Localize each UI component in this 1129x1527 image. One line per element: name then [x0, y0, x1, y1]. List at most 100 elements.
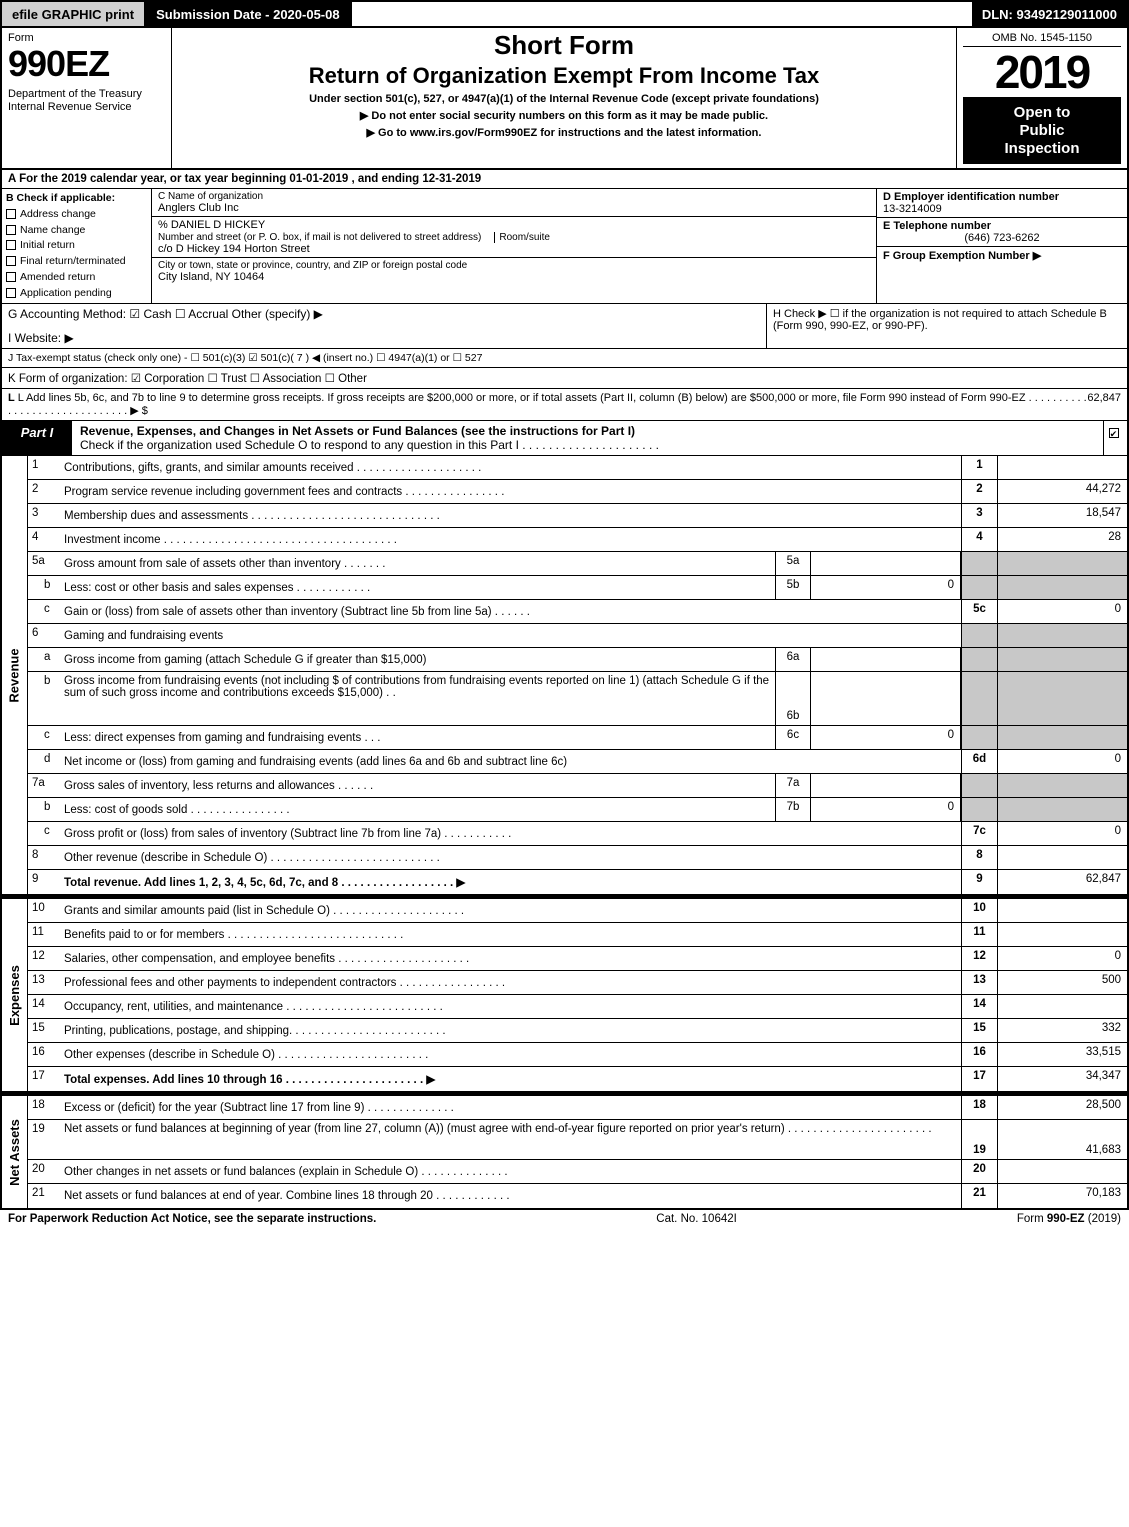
ck-address[interactable]: Address change [6, 207, 147, 223]
line-4-value: 28 [997, 528, 1127, 551]
form-code: 990EZ [8, 46, 165, 82]
omb-number: OMB No. 1545-1150 [963, 32, 1121, 47]
line-6d: d Net income or (loss) from gaming and f… [28, 750, 1127, 774]
line-6a: a Gross income from gaming (attach Sched… [28, 648, 1127, 672]
line-7b: b Less: cost of goods sold . . . . . . .… [28, 798, 1127, 822]
row-l-amount: 62,847 [1087, 392, 1121, 404]
row-l-gross-receipts: L L Add lines 5b, 6c, and 7b to line 9 t… [0, 389, 1129, 421]
line-20-value [997, 1160, 1127, 1183]
line-13: 13Professional fees and other payments t… [28, 971, 1127, 995]
ck-pending[interactable]: Application pending [6, 286, 147, 302]
tel-label: E Telephone number [883, 220, 1121, 232]
line-16-value: 33,515 [997, 1043, 1127, 1066]
ein-value: 13-3214009 [883, 203, 1121, 215]
org-name: Anglers Club Inc [158, 202, 870, 214]
line-5c: c Gain or (loss) from sale of assets oth… [28, 600, 1127, 624]
line-6c-value: 0 [811, 726, 961, 749]
line-12: 12Salaries, other compensation, and empl… [28, 947, 1127, 971]
line-6: 6 Gaming and fundraising events [28, 624, 1127, 648]
footer-cat: Cat. No. 10642I [376, 1213, 1017, 1225]
tax-period: A For the 2019 calendar year, or tax yea… [0, 170, 1129, 189]
tel-value: (646) 723-6262 [883, 232, 1121, 244]
efile-print-button[interactable]: efile GRAPHIC print [2, 2, 146, 26]
line-2: 2 Program service revenue including gove… [28, 480, 1127, 504]
part-1-tag: Part I [2, 421, 72, 455]
page-footer: For Paperwork Reduction Act Notice, see … [0, 1210, 1129, 1228]
line-5a: 5a Gross amount from sale of assets othe… [28, 552, 1127, 576]
line-11-value [997, 923, 1127, 946]
line-21: 21Net assets or fund balances at end of … [28, 1184, 1127, 1208]
line-17-value: 34,347 [997, 1067, 1127, 1091]
submission-date-button[interactable]: Submission Date - 2020-05-08 [146, 2, 352, 26]
info-grid: B Check if applicable: Address change Na… [0, 189, 1129, 304]
line-5c-value: 0 [997, 600, 1127, 623]
ck-amended[interactable]: Amended return [6, 270, 147, 286]
line-8: 8 Other revenue (describe in Schedule O)… [28, 846, 1127, 870]
dept-treasury: Department of the Treasury [8, 88, 165, 101]
return-title: Return of Organization Exempt From Incom… [180, 63, 948, 89]
line-15-value: 332 [997, 1019, 1127, 1042]
line-6a-value [811, 648, 961, 671]
topbar: efile GRAPHIC print Submission Date - 20… [0, 0, 1129, 28]
line-2-value: 44,272 [997, 480, 1127, 503]
revenue-section: Revenue 1 Contributions, gifts, grants, … [0, 456, 1129, 896]
row-j-tax-exempt: J Tax-exempt status (check only one) - ☐… [0, 349, 1129, 368]
ssn-note: ▶ Do not enter social security numbers o… [180, 109, 948, 122]
col-b-title: B Check if applicable: [6, 191, 147, 207]
line-6b: b Gross income from fundraising events (… [28, 672, 1127, 726]
row-g-accounting: G Accounting Method: ☑ Cash ☐ Accrual Ot… [2, 304, 767, 348]
line-21-value: 70,183 [997, 1184, 1127, 1208]
topbar-spacer [352, 2, 972, 26]
line-14-value [997, 995, 1127, 1018]
part-1-schedule-o-check[interactable] [1103, 421, 1127, 455]
ck-initial[interactable]: Initial return [6, 238, 147, 254]
ck-final[interactable]: Final return/terminated [6, 254, 147, 270]
open-to-public: Open to Public Inspection [963, 98, 1121, 164]
line-9-value: 62,847 [997, 870, 1127, 894]
open3: Inspection [967, 140, 1117, 158]
row-k-form-org: K Form of organization: ☑ Corporation ☐ … [0, 368, 1129, 389]
line-14: 14Occupancy, rent, utilities, and mainte… [28, 995, 1127, 1019]
street-label: Number and street (or P. O. box, if mail… [158, 232, 481, 243]
ein-label: D Employer identification number [883, 191, 1121, 203]
line-19: 19Net assets or fund balances at beginni… [28, 1120, 1127, 1160]
org-name-label: C Name of organization [158, 191, 870, 202]
row-i-website: I Website: ▶ [8, 331, 74, 345]
line-9: 9 Total revenue. Add lines 1, 2, 3, 4, 5… [28, 870, 1127, 894]
line-18-value: 28,500 [997, 1096, 1127, 1119]
line-4: 4 Investment income . . . . . . . . . . … [28, 528, 1127, 552]
tax-year: 2019 [963, 47, 1121, 98]
footer-left: For Paperwork Reduction Act Notice, see … [8, 1213, 376, 1225]
col-b-checkboxes: B Check if applicable: Address change Na… [2, 189, 152, 303]
net-assets-section: Net Assets 18Excess or (deficit) for the… [0, 1093, 1129, 1210]
care-of: % DANIEL D HICKEY [158, 219, 870, 231]
line-13-value: 500 [997, 971, 1127, 994]
line-10: 10Grants and similar amounts paid (list … [28, 899, 1127, 923]
under-section: Under section 501(c), 527, or 4947(a)(1)… [180, 93, 948, 105]
col-c-org: C Name of organization Anglers Club Inc … [152, 189, 877, 303]
line-7c: c Gross profit or (loss) from sales of i… [28, 822, 1127, 846]
line-1: 1 Contributions, gifts, grants, and simi… [28, 456, 1127, 480]
footer-right: Form 990-EZ (2019) [1017, 1213, 1121, 1225]
line-7a: 7a Gross sales of inventory, less return… [28, 774, 1127, 798]
header-mid: Short Form Return of Organization Exempt… [172, 28, 957, 168]
line-17: 17Total expenses. Add lines 10 through 1… [28, 1067, 1127, 1091]
line-3-value: 18,547 [997, 504, 1127, 527]
revenue-side-label: Revenue [2, 456, 28, 894]
ck-name[interactable]: Name change [6, 223, 147, 239]
short-form-title: Short Form [180, 30, 948, 61]
line-18: 18Excess or (deficit) for the year (Subt… [28, 1096, 1127, 1120]
line-3: 3 Membership dues and assessments . . . … [28, 504, 1127, 528]
line-19-value: 41,683 [997, 1120, 1127, 1159]
line-5b-value: 0 [811, 576, 961, 599]
open2: Public [967, 122, 1117, 140]
line-20: 20Other changes in net assets or fund ba… [28, 1160, 1127, 1184]
line-6b-value [811, 672, 961, 725]
line-6d-value: 0 [997, 750, 1127, 773]
line-15: 15Printing, publications, postage, and s… [28, 1019, 1127, 1043]
goto-link[interactable]: ▶ Go to www.irs.gov/Form990EZ for instru… [180, 126, 948, 139]
dln-label: DLN: 93492129011000 [972, 2, 1127, 26]
expenses-side-label: Expenses [2, 899, 28, 1091]
city-label: City or town, state or province, country… [158, 260, 870, 271]
street-address: c/o D Hickey 194 Horton Street [158, 243, 870, 255]
